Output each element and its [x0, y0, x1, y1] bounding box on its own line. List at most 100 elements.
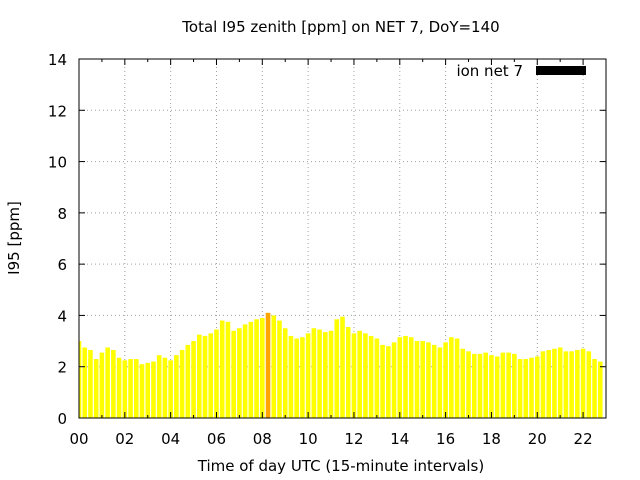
bar: [139, 364, 145, 418]
y-tick-label: 12: [48, 102, 67, 120]
bar: [357, 330, 362, 418]
legend-swatch: [536, 66, 586, 75]
x-axis-label: Time of day UTC (15-minute intervals): [197, 457, 484, 475]
bar: [294, 338, 299, 418]
bar: [79, 341, 82, 418]
legend: ion net 7: [456, 62, 586, 80]
bar: [437, 347, 443, 418]
bar: [242, 324, 248, 418]
bar: [202, 335, 208, 418]
bar: [219, 320, 225, 418]
bar: [317, 329, 322, 418]
bar: [563, 351, 569, 418]
bar: [597, 361, 603, 418]
bar: [512, 353, 517, 418]
y-tick-label: 0: [57, 410, 67, 428]
legend-label: ion net 7: [456, 62, 523, 80]
bar: [586, 351, 592, 418]
y-tick-label: 8: [57, 205, 67, 223]
bar: [151, 361, 156, 418]
bar: [500, 352, 506, 418]
bar: [174, 355, 179, 418]
bar: [460, 348, 466, 418]
bar: [271, 315, 277, 418]
bar: [300, 337, 305, 418]
bar: [414, 341, 420, 418]
bar: [529, 357, 534, 418]
bar: [277, 320, 282, 418]
bar: [391, 342, 397, 418]
y-tick-label: 4: [57, 307, 67, 325]
bars: [79, 312, 603, 418]
x-tick-label: 20: [528, 430, 547, 448]
bar: [403, 335, 408, 418]
bar: [260, 317, 265, 418]
bar: [231, 330, 236, 418]
bar: [156, 355, 162, 418]
bar: [254, 319, 259, 418]
x-tick-label: 14: [390, 430, 409, 448]
bar: [374, 338, 380, 418]
bar: [179, 350, 185, 418]
bar: [494, 356, 500, 418]
x-tick-label: 00: [69, 430, 88, 448]
x-tick-label: 06: [207, 430, 226, 448]
bar: [340, 316, 345, 418]
bar: [431, 344, 437, 418]
y-tick-labels: 0 2 4 6 8 10 12 14: [48, 51, 67, 428]
bar: [248, 321, 254, 418]
x-tick-label: 22: [574, 430, 593, 448]
y-tick-label: 6: [57, 256, 67, 274]
bar: [449, 337, 454, 418]
bar: [93, 359, 99, 418]
bar: [569, 351, 574, 418]
bar: [380, 344, 385, 418]
bar: [225, 321, 231, 418]
bar: [506, 352, 511, 418]
bar: [420, 341, 425, 418]
x-tick-label: 04: [161, 430, 180, 448]
bar: [466, 351, 471, 418]
bar: [311, 328, 317, 418]
y-tick-label: 14: [48, 51, 67, 69]
bar: [197, 334, 202, 418]
bar: [351, 333, 357, 418]
bar: [517, 359, 523, 418]
bar: [323, 332, 328, 418]
bar: [105, 347, 110, 418]
x-tick-label: 16: [436, 430, 455, 448]
bar: [363, 333, 368, 418]
bar: [368, 335, 374, 418]
y-tick-label: 10: [48, 154, 67, 172]
bar: [122, 360, 128, 418]
x-tick-label: 18: [482, 430, 501, 448]
x-tick-label: 02: [115, 430, 134, 448]
x-tick-label: 10: [299, 430, 318, 448]
bar: [557, 347, 563, 418]
bar: [145, 362, 151, 418]
bar: [592, 359, 597, 418]
bar: [282, 328, 288, 418]
y-axis-label: I95 [ppm]: [5, 201, 23, 275]
chart-title: Total I95 zenith [ppm] on NET 7, DoY=140: [181, 18, 499, 36]
bar: [477, 353, 483, 418]
bar: [540, 351, 546, 418]
bar: [128, 359, 133, 418]
bar: [552, 348, 557, 418]
y-tick-label: 2: [57, 359, 67, 377]
bar: [288, 335, 294, 418]
bar: [489, 355, 494, 418]
bar: [116, 357, 122, 418]
bar: [408, 337, 414, 418]
bar: [454, 338, 460, 418]
bar: [208, 333, 214, 418]
bar: [168, 360, 173, 418]
bar: [82, 347, 88, 418]
bar: [580, 348, 586, 418]
bar: [386, 346, 391, 418]
bar: [88, 350, 93, 418]
bar: [483, 352, 488, 418]
bar: [546, 350, 552, 418]
bar: [471, 353, 477, 418]
